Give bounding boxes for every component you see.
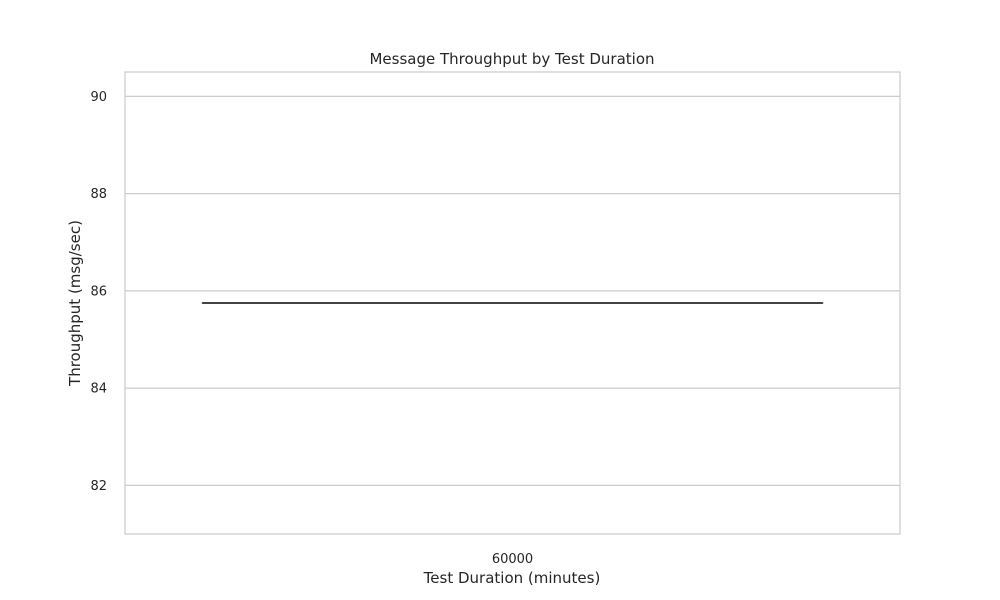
y-tick-label: 90 xyxy=(90,90,107,105)
x-tick-label: 60000 xyxy=(492,552,533,567)
plot-frame xyxy=(124,71,901,535)
y-tick-labels: 82 84 86 88 90 xyxy=(90,90,107,494)
chart-title: Message Throughput by Test Duration xyxy=(369,50,654,68)
y-tick-label: 84 xyxy=(90,382,107,397)
x-axis-label: Test Duration (minutes) xyxy=(423,569,601,587)
x-tick-labels: 60000 xyxy=(492,552,533,567)
grid-layer xyxy=(125,95,900,486)
y-tick-label: 88 xyxy=(90,187,107,202)
y-axis-label: Throughput (msg/sec) xyxy=(66,220,84,387)
y-tick-label: 86 xyxy=(90,284,107,299)
y-tick-label: 82 xyxy=(90,479,107,494)
